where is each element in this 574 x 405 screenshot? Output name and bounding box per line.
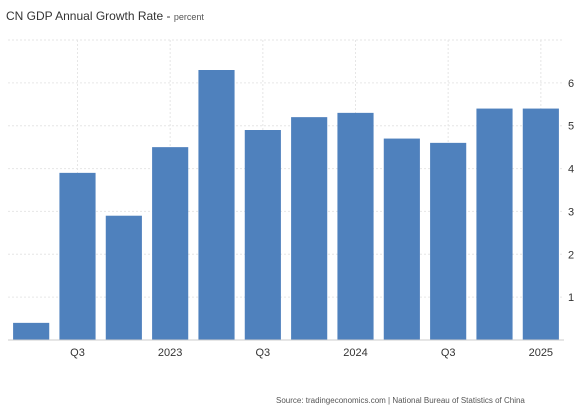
bar: [383, 138, 420, 340]
chart-title: CN GDP Annual Growth Rate - percent: [6, 9, 204, 23]
x-tick-label: Q3: [70, 347, 85, 359]
y-tick-label: 1: [568, 292, 574, 304]
bar: [198, 70, 235, 340]
x-tick-label: Q3: [255, 347, 270, 359]
bars: [13, 70, 559, 341]
bar: [13, 322, 50, 340]
bar: [476, 108, 513, 340]
x-tick-label: 2025: [529, 347, 553, 359]
y-tick-label: 4: [568, 164, 574, 176]
y-tick-label: 2: [568, 249, 574, 261]
bar: [337, 112, 374, 340]
chart-unit: percent: [173, 12, 204, 22]
x-axis-tick-labels: Q3 2023 Q3 2024 Q3 2025: [70, 347, 553, 359]
bar: [291, 117, 328, 341]
x-tick-label: Q3: [441, 347, 456, 359]
bar: [59, 172, 96, 340]
y-tick-label: 3: [568, 206, 574, 218]
bar: [522, 108, 559, 340]
bar: [430, 142, 467, 340]
bar: [105, 215, 142, 340]
source-attribution: Source: tradingeconomics.com | National …: [276, 396, 525, 405]
y-axis-tick-labels: 1 2 3 4 5 6: [568, 78, 574, 304]
chart-title-text: CN GDP Annual Growth Rate: [6, 9, 164, 23]
y-tick-label: 6: [568, 78, 574, 90]
x-tick-label: 2023: [158, 347, 182, 359]
y-tick-label: 5: [568, 121, 574, 133]
x-tick-label: 2024: [343, 347, 367, 359]
bar: [152, 147, 189, 340]
bar: [244, 130, 281, 340]
